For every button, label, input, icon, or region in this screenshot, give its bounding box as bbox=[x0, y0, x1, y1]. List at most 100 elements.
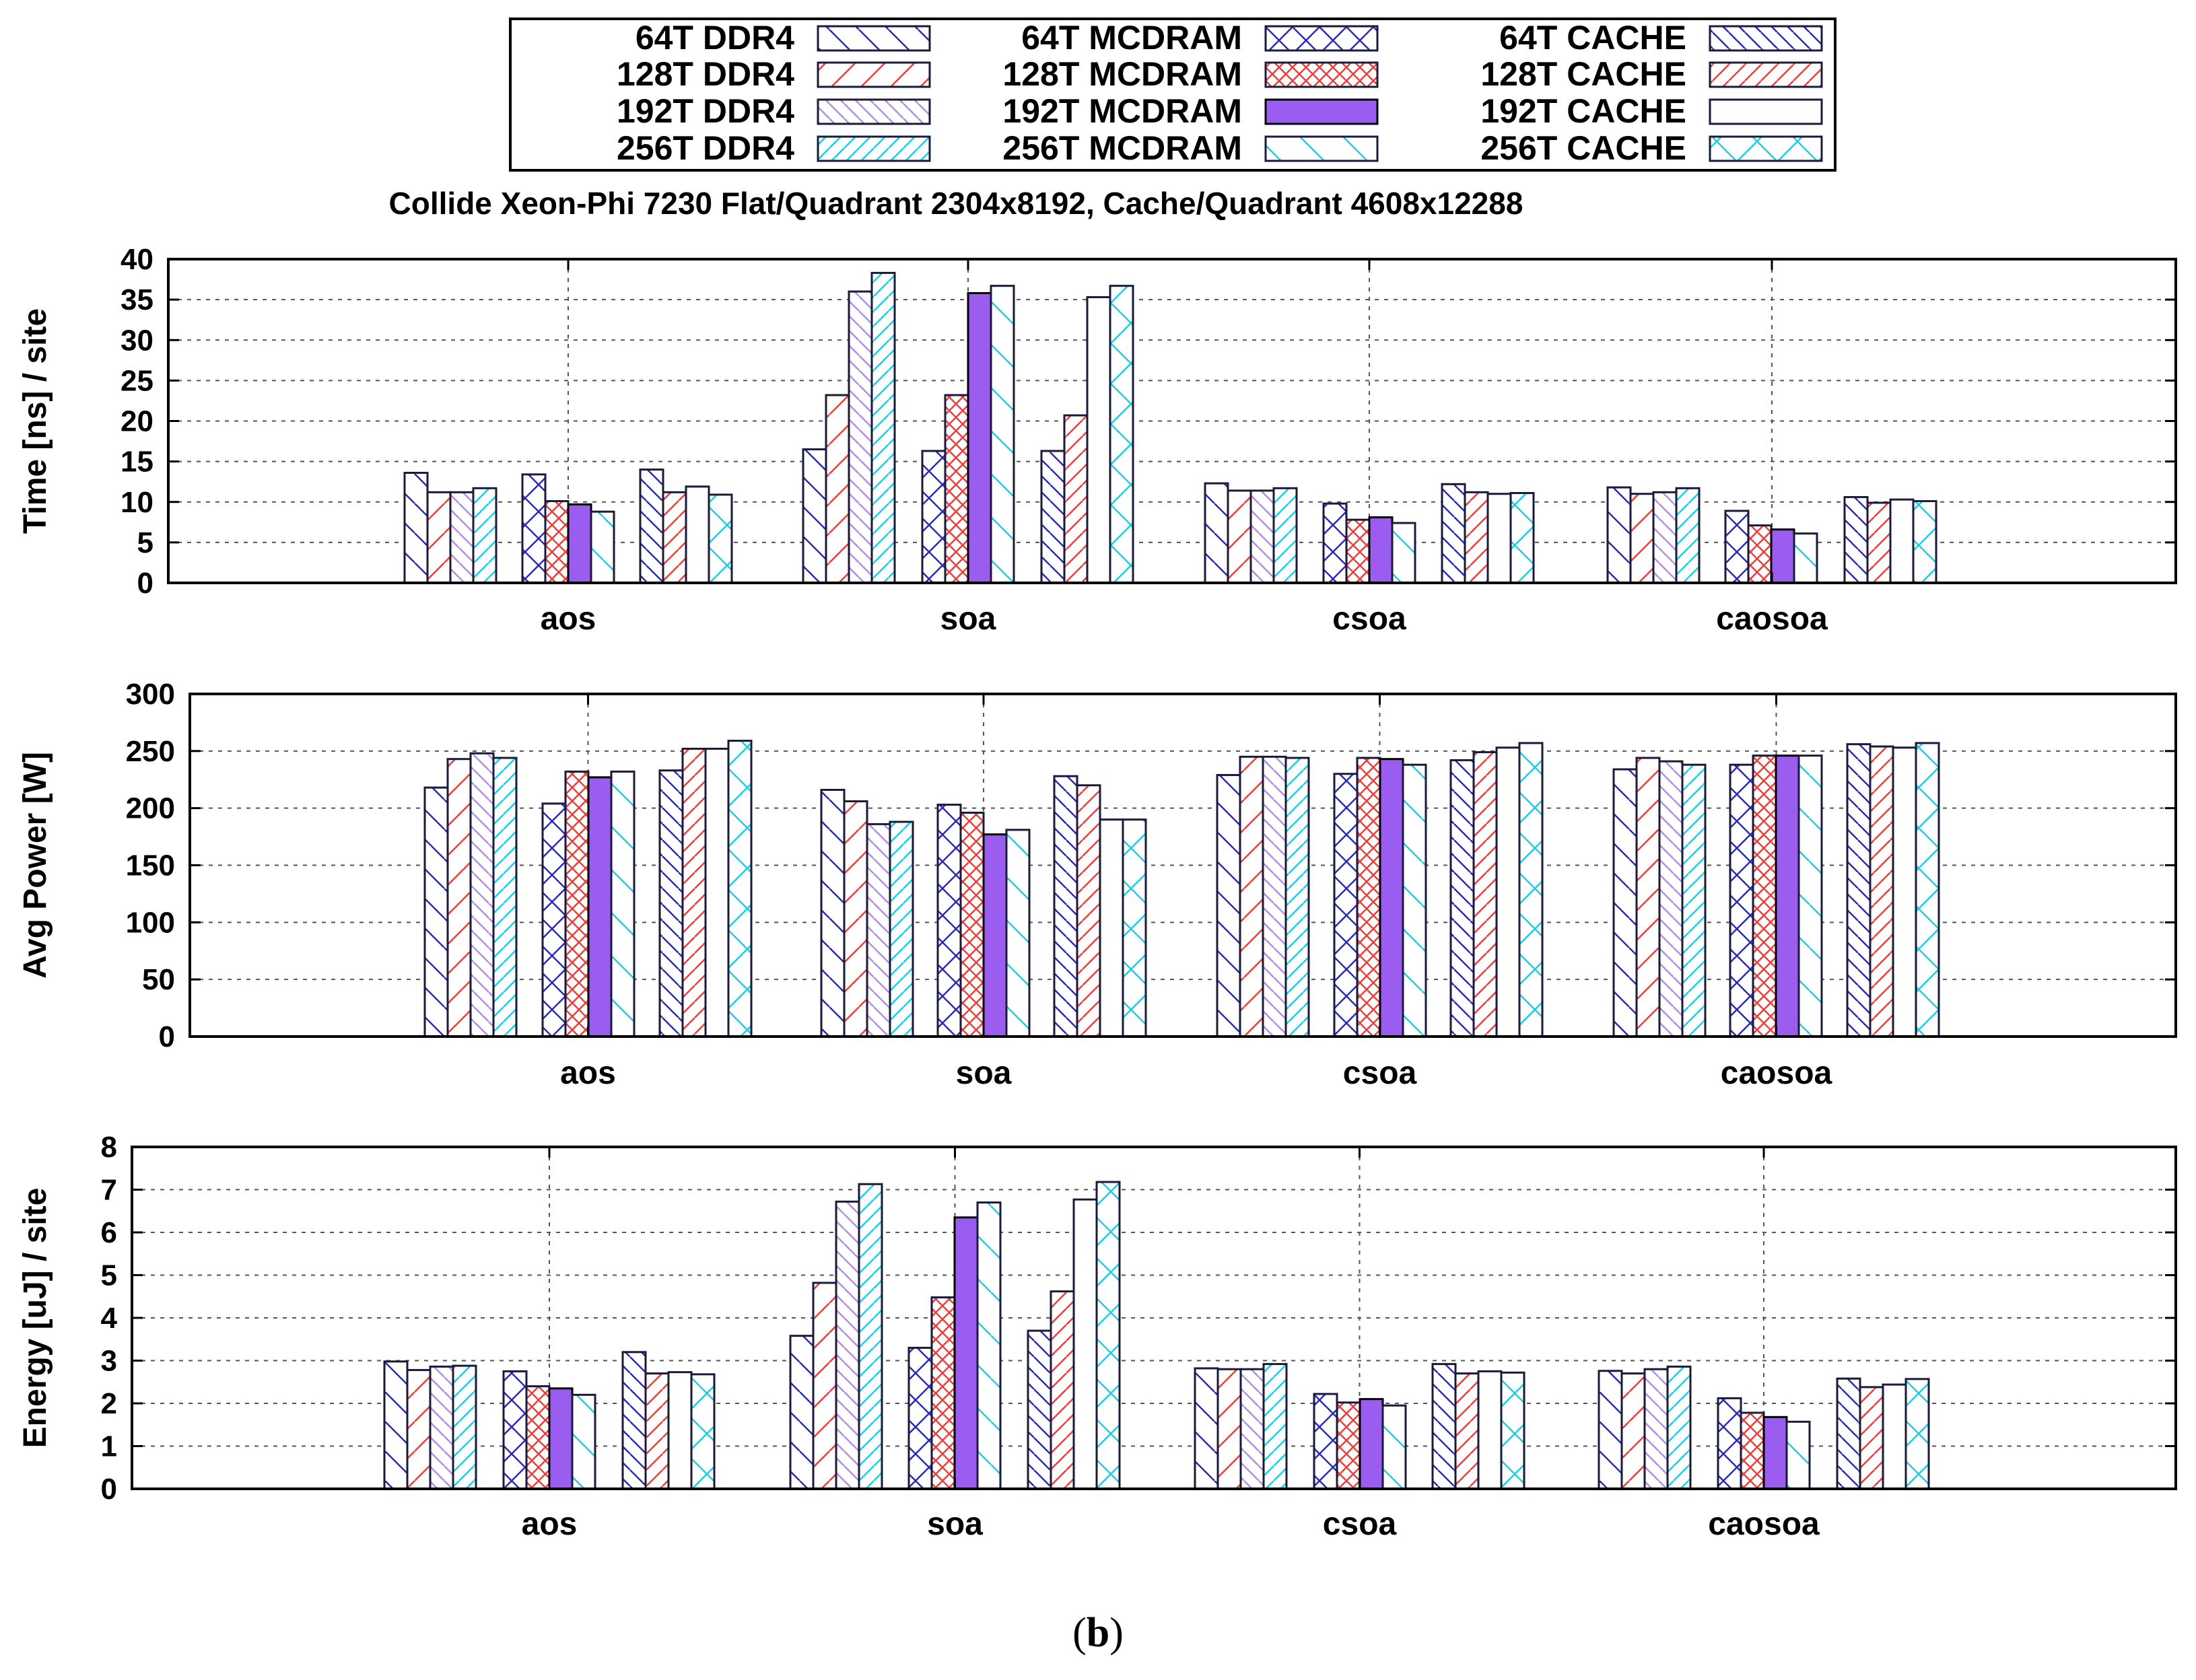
bar: 128T CACHE csoa: 249 bbox=[1472, 751, 1498, 1038]
bar: 256T DDR4 aos: 244 bbox=[492, 757, 518, 1038]
bar: 64T DDR4 soa: 16.5 bbox=[802, 448, 827, 584]
bar: 256T DDR4 soa: 38.3 bbox=[870, 271, 896, 584]
bar: 64T CACHE soa: 3.7 bbox=[1027, 1329, 1052, 1490]
y-tick-label: 20 bbox=[121, 405, 153, 438]
bar: 256T CACHE csoa: 257 bbox=[1518, 742, 1544, 1038]
bar: 64T CACHE csoa: 12.2 bbox=[1441, 483, 1466, 584]
bar: 192T CACHE csoa: 11 bbox=[1486, 493, 1512, 584]
bar: 128T DDR4 csoa: 245 bbox=[1239, 755, 1264, 1038]
legend-swatch bbox=[1709, 61, 1823, 88]
legend-label: 128T DDR4 bbox=[617, 55, 794, 93]
bar: 64T CACHE caosoa: 10.6 bbox=[1843, 496, 1869, 584]
y-axis-title: Avg Power [W] bbox=[18, 752, 53, 979]
bar: 192T MCDRAM soa: 35.8 bbox=[967, 292, 992, 584]
legend-swatch bbox=[1264, 25, 1379, 52]
bar: 64T DDR4 csoa: 2.82 bbox=[1194, 1367, 1219, 1490]
bar: 192T DDR4 soa: 186 bbox=[866, 823, 891, 1038]
legend-item: 128T DDR4 bbox=[617, 55, 931, 93]
bar: 256T MCDRAM caosoa: 1.57 bbox=[1785, 1420, 1811, 1490]
bar: 256T CACHE csoa: 11.1 bbox=[1509, 492, 1535, 584]
legend-item: 192T MCDRAM bbox=[1002, 92, 1379, 130]
legend-label: 64T MCDRAM bbox=[1021, 19, 1242, 57]
bar: 64T MCDRAM caosoa: 8.9 bbox=[1724, 510, 1750, 584]
legend-swatch bbox=[817, 25, 931, 52]
bar: 256T DDR4 caosoa: 2.86 bbox=[1666, 1365, 1692, 1490]
y-axis-title: Time [ns] / site bbox=[18, 308, 53, 534]
bar: 192T CACHE soa: 6.77 bbox=[1072, 1198, 1098, 1490]
bar: 256T DDR4 caosoa: 11.7 bbox=[1675, 487, 1701, 584]
y-tick-label: 100 bbox=[126, 906, 175, 939]
y-tick-label: 30 bbox=[121, 324, 153, 357]
bar: 128T DDR4 caosoa: 11 bbox=[1629, 493, 1655, 584]
bar: 128T DDR4 caosoa: 2.7 bbox=[1620, 1372, 1646, 1490]
x-tick-label: caosoa bbox=[1708, 1506, 1820, 1542]
legend-swatch bbox=[817, 98, 931, 125]
legend-item: 256T CACHE bbox=[1480, 129, 1823, 167]
bar: 256T DDR4 soa: 188 bbox=[889, 820, 914, 1038]
legend-item: 64T CACHE bbox=[1499, 19, 1823, 57]
bar: 192T MCDRAM aos: 2.35 bbox=[548, 1387, 574, 1490]
legend-label: 64T CACHE bbox=[1499, 19, 1686, 57]
bar: 192T MCDRAM aos: 9.7 bbox=[567, 503, 592, 584]
bar: 64T MCDRAM aos: 13.4 bbox=[521, 473, 547, 584]
y-tick-label: 0 bbox=[137, 567, 153, 600]
x-tick-label: csoa bbox=[1343, 1055, 1417, 1091]
bar: 64T MCDRAM caosoa: 238 bbox=[1729, 763, 1754, 1038]
y-tick-label: 4 bbox=[101, 1302, 118, 1335]
bar: 192T CACHE soa: 190 bbox=[1099, 818, 1124, 1038]
bar: 128T MCDRAM soa: 196 bbox=[959, 811, 985, 1038]
bar: 128T CACHE soa: 220 bbox=[1076, 784, 1101, 1038]
bar: 64T CACHE aos: 233 bbox=[658, 769, 684, 1038]
bar: 256T MCDRAM aos: 232 bbox=[610, 770, 636, 1038]
x-tick-label: csoa bbox=[1323, 1506, 1397, 1542]
bar: 192T DDR4 caosoa: 2.8 bbox=[1643, 1368, 1669, 1490]
bar: 128T CACHE csoa: 2.7 bbox=[1454, 1372, 1480, 1490]
bar: 64T MCDRAM soa: 3.3 bbox=[907, 1346, 933, 1490]
bar: 192T DDR4 aos: 2.86 bbox=[429, 1365, 454, 1490]
bar: 192T CACHE aos: 2.73 bbox=[667, 1371, 693, 1490]
figure-caption: (b) bbox=[1072, 1610, 1124, 1656]
panel-power: 64T DDR4 aos: 218 64T DDR4 soa: 216 64T DD… bbox=[18, 678, 2177, 1091]
bar: 192T DDR4 caosoa: 11.2 bbox=[1652, 491, 1678, 584]
y-tick-label: 200 bbox=[126, 792, 175, 825]
legend-swatch bbox=[1264, 61, 1379, 88]
x-tick-label: caosoa bbox=[1716, 601, 1828, 637]
bar: 256T MCDRAM csoa: 7.4 bbox=[1391, 522, 1416, 584]
bar: 256T CACHE caosoa: 10.1 bbox=[1912, 500, 1937, 584]
bar: 64T CACHE caosoa: 2.58 bbox=[1836, 1377, 1861, 1490]
y-tick-label: 0 bbox=[159, 1020, 175, 1053]
x-tick-label: soa bbox=[940, 601, 996, 637]
bar: 256T MCDRAM caosoa: 6.1 bbox=[1793, 532, 1818, 584]
bar: 192T DDR4 csoa: 2.8 bbox=[1239, 1368, 1265, 1490]
bar: 192T MCDRAM aos: 227 bbox=[587, 776, 613, 1038]
bar: 64T MCDRAM csoa: 2.22 bbox=[1313, 1393, 1338, 1490]
y-tick-label: 40 bbox=[121, 243, 153, 276]
bar: 128T CACHE caosoa: 2.38 bbox=[1859, 1386, 1884, 1490]
bar: 64T DDR4 aos: 13.6 bbox=[403, 471, 429, 584]
y-tick-label: 5 bbox=[137, 526, 153, 559]
bar: 128T CACHE soa: 4.62 bbox=[1050, 1290, 1075, 1490]
y-tick-label: 300 bbox=[126, 678, 175, 711]
bar: 256T DDR4 csoa: 244 bbox=[1284, 757, 1310, 1038]
x-tick-label: soa bbox=[956, 1055, 1012, 1091]
y-tick-label: 6 bbox=[101, 1216, 117, 1249]
bar: 64T DDR4 caosoa: 11.8 bbox=[1606, 486, 1632, 584]
bar: 192T DDR4 soa: 6.72 bbox=[835, 1200, 860, 1490]
bar: 256T CACHE soa: 190 bbox=[1122, 818, 1147, 1038]
bar: 256T MCDRAM soa: 181 bbox=[1005, 829, 1031, 1038]
y-tick-label: 8 bbox=[101, 1131, 117, 1164]
bar: 192T DDR4 aos: 11.2 bbox=[449, 491, 475, 584]
bar: 128T DDR4 aos: 11.2 bbox=[426, 491, 452, 584]
y-tick-label: 50 bbox=[142, 963, 175, 996]
bar: 128T DDR4 soa: 206 bbox=[843, 800, 868, 1038]
chart-title: Collide Xeon-Phi 7230 Flat/Quadrant 2304… bbox=[389, 186, 1523, 221]
bar: 128T CACHE soa: 20.7 bbox=[1063, 414, 1089, 584]
bar: 256T DDR4 soa: 7.13 bbox=[858, 1183, 883, 1490]
bar: 128T DDR4 csoa: 11.4 bbox=[1227, 489, 1252, 584]
legend-swatch bbox=[1264, 135, 1379, 162]
bar: 128T MCDRAM csoa: 244 bbox=[1356, 757, 1381, 1038]
bar: 192T CACHE caosoa: 2.44 bbox=[1882, 1383, 1907, 1490]
y-tick-label: 1 bbox=[101, 1430, 117, 1463]
